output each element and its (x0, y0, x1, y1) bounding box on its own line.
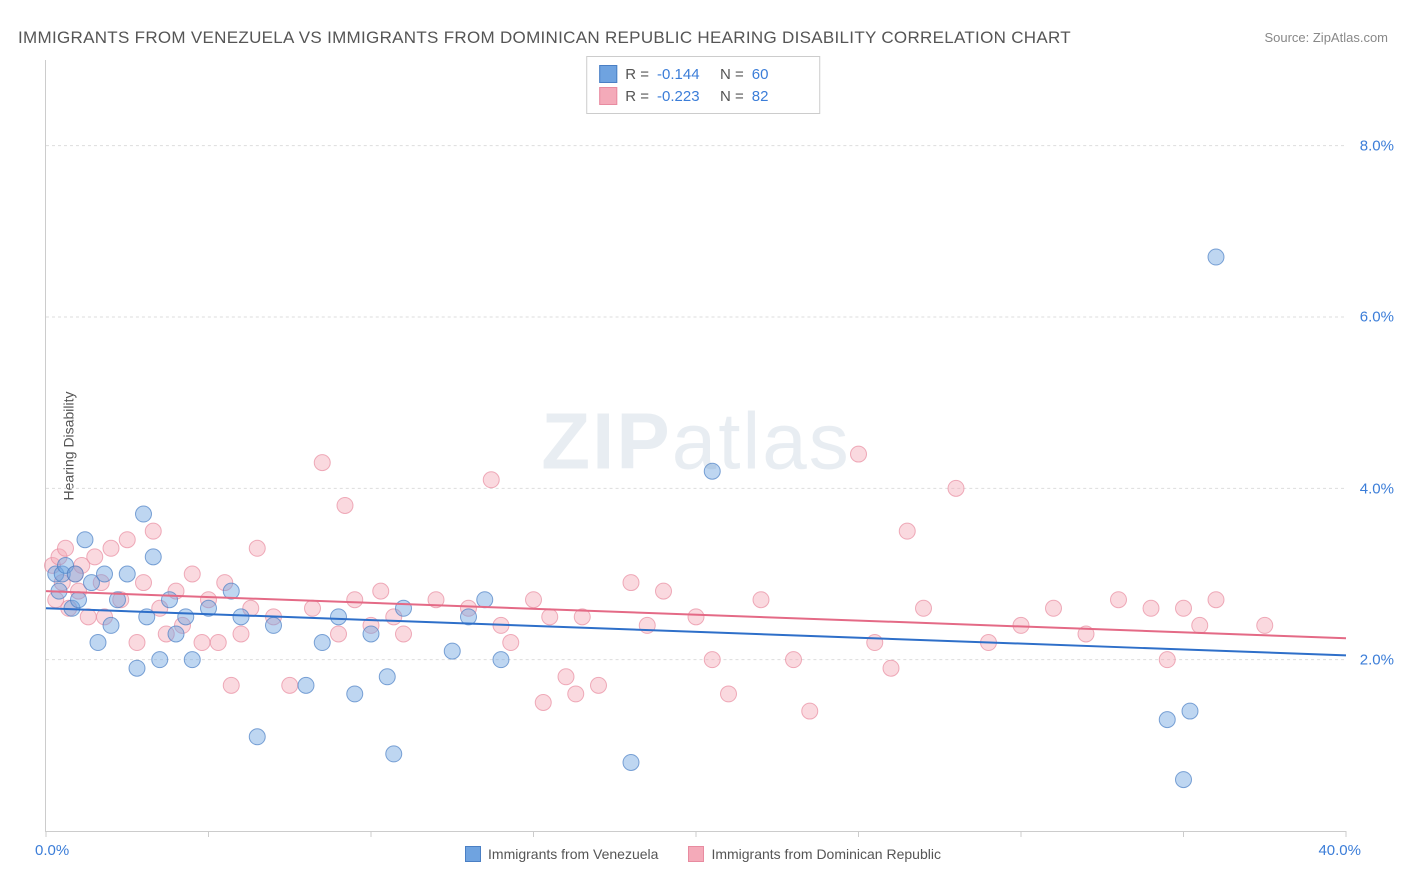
stats-swatch-venezuela (599, 65, 617, 83)
plot-area: ZIPatlas 2.0%4.0%6.0%8.0% (45, 60, 1346, 832)
legend-item-venezuela: Immigrants from Venezuela (465, 846, 658, 862)
stat-n-label: N = (720, 66, 744, 83)
stat-n-value-1: 60 (752, 66, 807, 83)
stat-r-label: R = (625, 66, 649, 83)
legend-bottom: Immigrants from Venezuela Immigrants fro… (0, 846, 1406, 862)
stat-n-label-2: N = (720, 88, 744, 105)
legend-label-venezuela: Immigrants from Venezuela (488, 846, 658, 862)
legend-swatch-dominican (688, 846, 704, 862)
y-tick-label: 6.0% (1360, 309, 1394, 326)
chart-title: IMMIGRANTS FROM VENEZUELA VS IMMIGRANTS … (18, 28, 1071, 48)
stats-swatch-dominican (599, 87, 617, 105)
stats-legend-box: R = -0.144 N = 60 R = -0.223 N = 82 (586, 56, 820, 114)
stat-r-value-2: -0.223 (657, 88, 712, 105)
stats-row-2: R = -0.223 N = 82 (599, 85, 807, 107)
stat-r-label-2: R = (625, 88, 649, 105)
legend-label-dominican: Immigrants from Dominican Republic (711, 846, 941, 862)
stat-r-value-1: -0.144 (657, 66, 712, 83)
stat-n-value-2: 82 (752, 88, 807, 105)
stats-row-1: R = -0.144 N = 60 (599, 63, 807, 85)
plot-svg (46, 60, 1346, 831)
source-attribution: Source: ZipAtlas.com (1264, 30, 1388, 45)
legend-swatch-venezuela (465, 846, 481, 862)
y-tick-label: 8.0% (1360, 137, 1394, 154)
y-tick-label: 4.0% (1360, 480, 1394, 497)
y-tick-label: 2.0% (1360, 652, 1394, 669)
chart-container: IMMIGRANTS FROM VENEZUELA VS IMMIGRANTS … (0, 0, 1406, 892)
legend-item-dominican: Immigrants from Dominican Republic (688, 846, 941, 862)
